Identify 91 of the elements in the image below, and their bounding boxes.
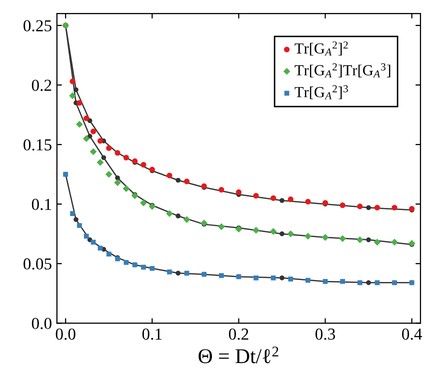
point (288, 276, 294, 282)
point (339, 235, 346, 242)
point (236, 189, 242, 195)
point (356, 236, 364, 244)
point (90, 240, 96, 245)
point (106, 252, 112, 257)
point (124, 260, 129, 265)
x-tick-label: 0.1 (142, 328, 162, 340)
point (366, 237, 371, 242)
point (101, 155, 106, 160)
point (254, 275, 258, 280)
point (70, 211, 75, 216)
point (366, 205, 371, 210)
point (391, 238, 398, 246)
point (70, 78, 76, 84)
point (176, 270, 181, 276)
point (357, 280, 362, 286)
y-tick-label: 0.2 (32, 80, 52, 92)
point (392, 280, 397, 286)
x-tick-label: 0.2 (228, 328, 248, 340)
point (69, 92, 76, 100)
point (340, 279, 346, 284)
point (340, 202, 346, 208)
point (96, 158, 104, 166)
legend-label: Tr[G$_{A}$$^{2}$]$^{2}$ (294, 41, 348, 56)
point (90, 128, 96, 134)
x-axis-title: Θ = Dt/ℓ$^{2}$ (198, 346, 278, 364)
point (280, 231, 284, 236)
point (270, 228, 277, 235)
point (76, 120, 83, 128)
point (287, 230, 294, 238)
point (140, 199, 147, 206)
point (74, 217, 78, 222)
point (98, 246, 103, 251)
point (176, 214, 181, 218)
point (87, 134, 92, 139)
point (280, 275, 284, 280)
point (218, 187, 224, 193)
point (235, 226, 242, 233)
point (90, 148, 97, 156)
point (280, 198, 284, 203)
point (114, 179, 121, 186)
point (184, 270, 190, 276)
point (218, 223, 225, 230)
y-tick-label: 0.05 (24, 258, 52, 270)
point (167, 270, 172, 274)
point (76, 100, 82, 106)
point (84, 234, 89, 239)
point (288, 196, 294, 202)
point (166, 210, 173, 218)
point (105, 170, 112, 178)
point (252, 226, 260, 234)
y-tick-label: 0.25 (24, 20, 52, 32)
point (408, 240, 416, 247)
point (253, 192, 259, 199)
y-tick-label: 0.0 (32, 318, 52, 330)
point (357, 204, 363, 210)
point (106, 145, 112, 151)
point (306, 278, 310, 283)
point (176, 178, 181, 183)
point (82, 135, 90, 142)
point (140, 162, 146, 168)
point (123, 154, 129, 160)
point (392, 204, 398, 210)
point (183, 216, 190, 223)
point (184, 178, 190, 184)
point (131, 192, 138, 200)
y-tick-label: 0.1 (32, 198, 52, 210)
point (97, 138, 103, 144)
point (122, 185, 130, 192)
point (366, 280, 371, 286)
x-tick-label: 0.0 (56, 328, 76, 340)
point (270, 195, 276, 201)
point (304, 232, 312, 240)
point (166, 172, 172, 178)
y-tick-label: 0.15 (24, 139, 52, 151)
point (374, 204, 380, 210)
point (305, 198, 311, 204)
point (270, 275, 276, 280)
point (218, 273, 224, 278)
point (115, 175, 120, 180)
point (87, 118, 92, 124)
legend-label: Tr[G$_{A}$$^{2}$]Tr[G$_{A}$$^{3}$] (294, 63, 390, 78)
point (374, 238, 381, 246)
x-tick-label: 0.4 (402, 328, 422, 340)
x-tick-label: 0.3 (315, 328, 336, 340)
legend-label: Tr[G$_{A}$$^{2}$]$^{3}$ (294, 85, 348, 100)
point (141, 264, 146, 270)
point (374, 280, 380, 286)
point (84, 116, 90, 122)
point (77, 223, 82, 228)
